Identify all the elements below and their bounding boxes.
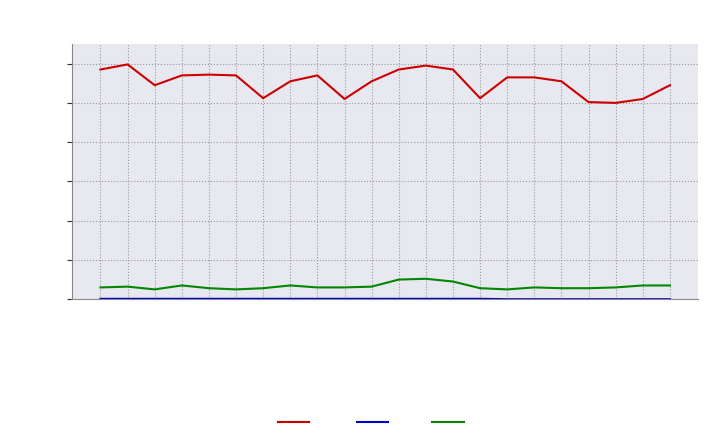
のれん bbox=[639, 297, 647, 302]
繰延税金資産 bbox=[584, 286, 593, 291]
自己資本 bbox=[96, 67, 105, 72]
のれん bbox=[178, 296, 186, 301]
のれん bbox=[503, 297, 511, 302]
のれん bbox=[123, 296, 132, 301]
自己資本 bbox=[557, 79, 566, 84]
繰延税金資産 bbox=[313, 285, 322, 290]
のれん bbox=[665, 297, 674, 302]
自己資本 bbox=[204, 72, 213, 77]
のれん bbox=[96, 296, 105, 301]
のれん bbox=[611, 297, 620, 302]
自己資本 bbox=[421, 63, 430, 68]
のれん bbox=[557, 297, 566, 302]
繰延税金資産 bbox=[530, 285, 539, 290]
自己資本 bbox=[341, 96, 349, 102]
自己資本 bbox=[503, 75, 511, 80]
のれん bbox=[313, 296, 322, 301]
繰延税金資産 bbox=[286, 283, 294, 288]
繰延税金資産 bbox=[421, 276, 430, 282]
繰延税金資産 bbox=[232, 287, 240, 292]
のれん bbox=[449, 296, 457, 301]
繰延税金資産 bbox=[665, 283, 674, 288]
自己資本 bbox=[449, 67, 457, 72]
のれん bbox=[232, 296, 240, 301]
自己資本 bbox=[639, 96, 647, 102]
繰延税金資産 bbox=[150, 287, 159, 292]
繰延税金資産 bbox=[96, 285, 105, 290]
繰延税金資産 bbox=[395, 277, 403, 282]
のれん bbox=[204, 296, 213, 301]
繰延税金資産 bbox=[476, 286, 485, 291]
繰延税金資産 bbox=[178, 283, 186, 288]
のれん bbox=[584, 297, 593, 302]
自己資本 bbox=[123, 62, 132, 67]
繰延税金資産 bbox=[611, 285, 620, 290]
のれん bbox=[421, 296, 430, 301]
自己資本 bbox=[476, 95, 485, 101]
繰延税金資産 bbox=[449, 279, 457, 284]
自己資本 bbox=[584, 99, 593, 105]
自己資本 bbox=[178, 73, 186, 78]
のれん bbox=[530, 297, 539, 302]
自己資本 bbox=[395, 67, 403, 72]
自己資本 bbox=[286, 79, 294, 84]
のれん bbox=[476, 296, 485, 301]
繰延税金資産 bbox=[123, 284, 132, 289]
繰延税金資産 bbox=[259, 286, 268, 291]
繰延税金資産 bbox=[503, 287, 511, 292]
のれん bbox=[259, 296, 268, 301]
のれん bbox=[395, 296, 403, 301]
Line: 繰延税金資産: 繰延税金資産 bbox=[101, 279, 670, 290]
繰延税金資産 bbox=[204, 286, 213, 291]
自己資本 bbox=[150, 83, 159, 88]
自己資本 bbox=[530, 75, 539, 80]
繰延税金資産 bbox=[557, 286, 566, 291]
自己資本 bbox=[259, 95, 268, 101]
Legend: 自己資本, のれん, 繰延税金資産: 自己資本, のれん, 繰延税金資産 bbox=[273, 413, 498, 431]
のれん bbox=[341, 296, 349, 301]
のれん bbox=[150, 296, 159, 301]
繰延税金資産 bbox=[639, 283, 647, 288]
自己資本 bbox=[313, 73, 322, 78]
繰延税金資産 bbox=[341, 285, 349, 290]
自己資本 bbox=[611, 100, 620, 106]
Line: 自己資本: 自己資本 bbox=[101, 64, 670, 103]
自己資本 bbox=[665, 83, 674, 88]
のれん bbox=[286, 296, 294, 301]
繰延税金資産 bbox=[367, 284, 376, 289]
自己資本 bbox=[232, 73, 240, 78]
自己資本 bbox=[367, 79, 376, 84]
のれん bbox=[367, 296, 376, 301]
